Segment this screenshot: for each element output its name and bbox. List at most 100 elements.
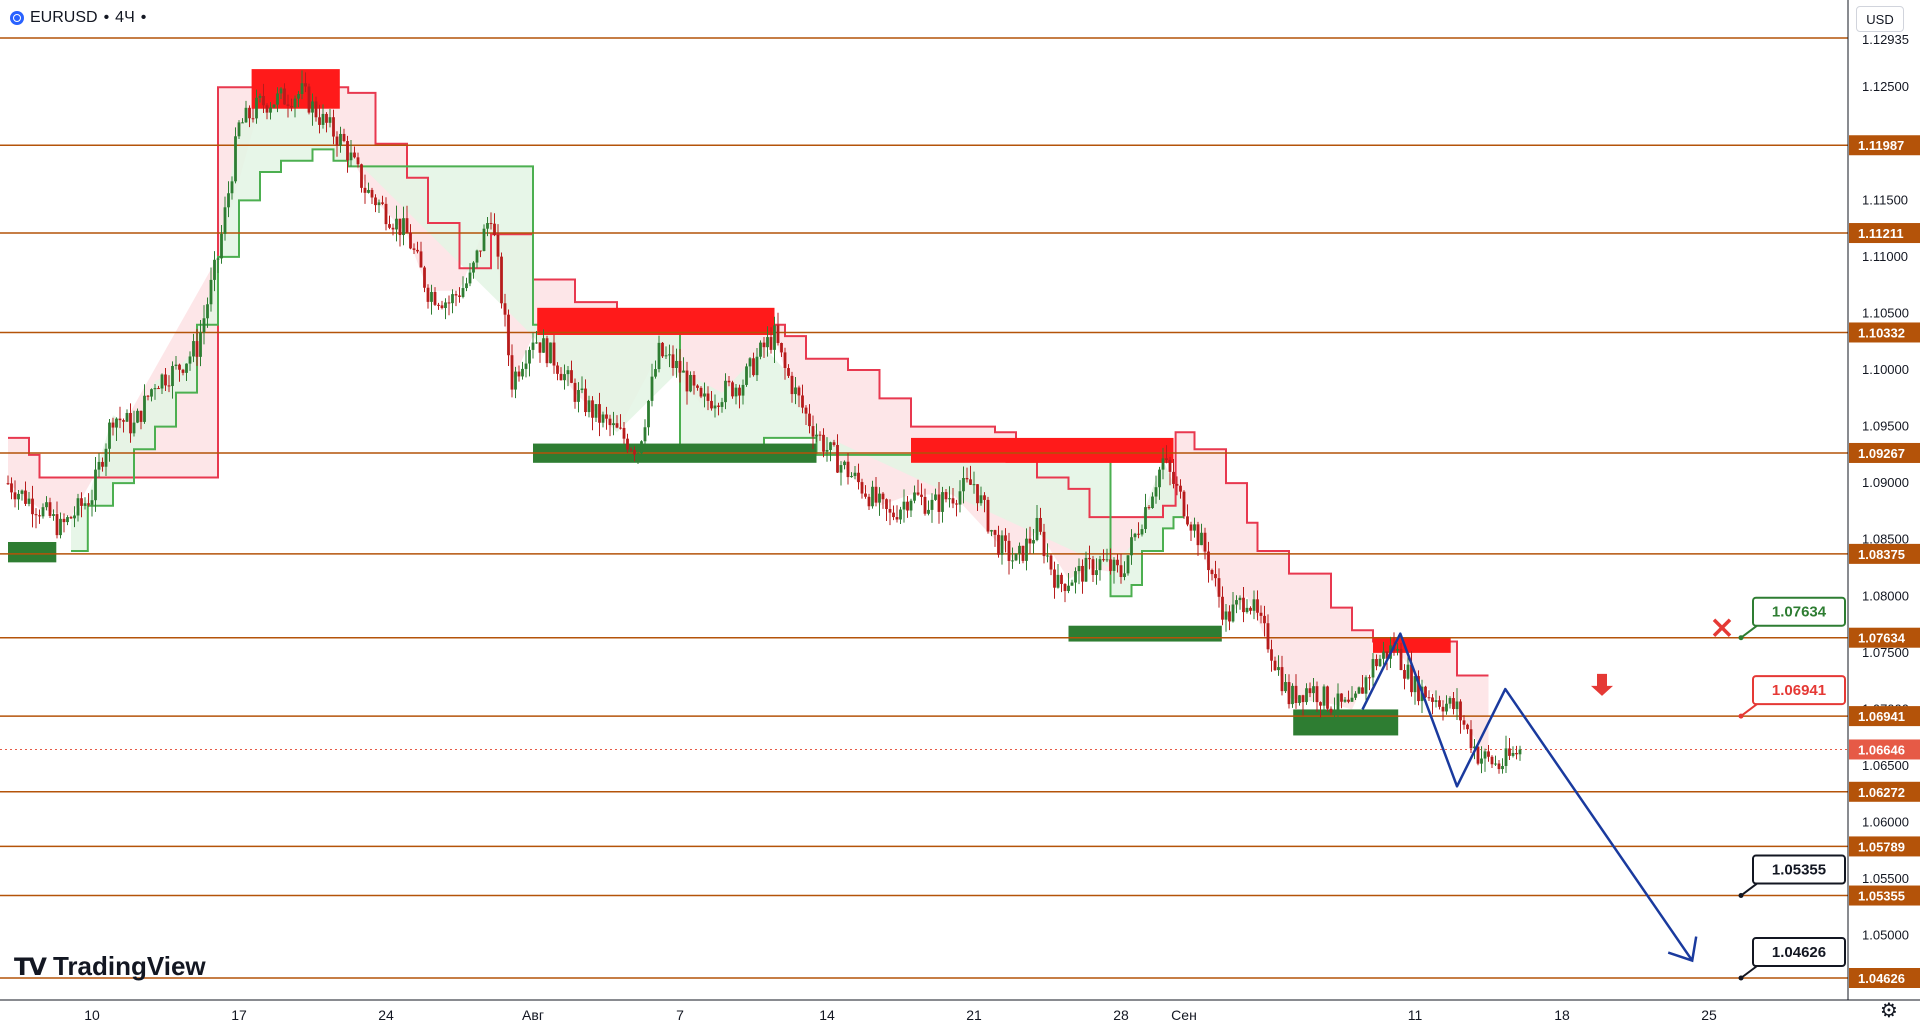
candle-body	[1168, 459, 1172, 472]
candle-body	[951, 498, 955, 504]
candle-body	[1294, 685, 1298, 703]
candle-body	[1343, 699, 1347, 702]
candle-body	[1147, 507, 1151, 509]
candle-body	[1130, 537, 1133, 556]
candle-body	[45, 502, 48, 508]
candle-body	[1186, 516, 1189, 525]
candle-body	[899, 509, 902, 520]
price-callout-box	[1752, 854, 1846, 885]
candle-body	[531, 342, 535, 350]
candle-body	[1256, 599, 1259, 613]
candle-body	[657, 342, 661, 370]
candle-body	[1074, 571, 1077, 583]
tradingview-logo: TV TradingView	[14, 951, 206, 982]
currency-button[interactable]: USD	[1856, 6, 1904, 32]
candle-body	[76, 498, 80, 516]
candle-body	[804, 407, 808, 414]
candle-body	[1347, 699, 1350, 702]
candle-body	[223, 207, 227, 234]
candle-body	[1200, 532, 1203, 546]
projection-arrowhead	[1667, 936, 1698, 963]
candle-body	[860, 482, 864, 494]
candle-body	[325, 113, 328, 123]
candle-body	[979, 495, 983, 504]
candle-body	[794, 387, 797, 395]
candle-body	[1410, 664, 1413, 693]
candle-body	[1340, 693, 1343, 702]
candle-body	[997, 534, 1000, 555]
candle-body	[1067, 585, 1070, 592]
price-tick-label: 1.11500	[1862, 192, 1908, 207]
candle-body	[118, 418, 122, 421]
price-callout-anchor	[1738, 713, 1744, 719]
candle-body	[615, 423, 619, 428]
candle-body	[384, 203, 388, 225]
candle-body	[1350, 697, 1354, 702]
candle-body	[10, 483, 13, 493]
candle-body	[178, 364, 181, 370]
time-tick-label: 25	[1701, 1007, 1717, 1023]
candle-body	[27, 498, 31, 504]
support-fill	[71, 98, 1184, 597]
projection-line	[1361, 632, 1694, 962]
candle-body	[234, 136, 237, 182]
candle-body	[773, 325, 776, 350]
candle-body	[73, 515, 76, 519]
candle-body	[923, 496, 927, 514]
candle-body	[1035, 517, 1039, 541]
candle-body	[594, 404, 598, 418]
candle-body	[1490, 756, 1494, 765]
level-price-tag	[1849, 968, 1920, 988]
candle-body	[629, 449, 633, 451]
candle-body	[17, 493, 20, 500]
candle-body	[423, 267, 426, 288]
candle-body	[1109, 559, 1112, 571]
candle-body	[1021, 545, 1025, 561]
candle-body	[710, 400, 713, 409]
candle-body	[832, 442, 836, 445]
candle-body	[437, 304, 440, 306]
candle-body	[465, 283, 468, 289]
candle-body	[391, 227, 395, 230]
candle-body	[1011, 560, 1014, 562]
candle-body	[517, 371, 521, 377]
candle-body	[783, 352, 787, 369]
candle-body	[766, 337, 769, 348]
candle-body	[311, 101, 314, 113]
candle-body	[822, 434, 825, 452]
candle-body	[535, 342, 538, 344]
candle-body	[748, 358, 752, 367]
candle-body	[1224, 611, 1228, 620]
candle-body	[1361, 687, 1364, 694]
candle-body	[717, 405, 720, 407]
current-price-tag-text: 1.06646	[1858, 742, 1905, 757]
candle-body	[1175, 483, 1179, 486]
settings-gear-icon[interactable]: ⚙	[1880, 998, 1898, 1022]
candle-body	[346, 141, 349, 161]
candle-body	[1119, 565, 1123, 578]
candle-body	[1354, 693, 1357, 698]
price-axis-bg	[1848, 0, 1920, 1032]
candle-body	[734, 387, 738, 397]
price-tick-label: 1.10000	[1862, 362, 1909, 377]
time-tick-label: 21	[966, 1007, 982, 1023]
price-callout-leader	[1740, 965, 1758, 979]
candle-body	[276, 93, 279, 105]
separator-dot: •	[103, 9, 110, 26]
symbol-header[interactable]: EURUSD • 4Ч •	[10, 9, 146, 27]
candle-body	[1196, 524, 1200, 546]
candle-body	[1378, 658, 1382, 667]
price-tick-label: 1.09500	[1862, 419, 1909, 434]
candle-body	[286, 104, 290, 106]
candle-body	[332, 117, 335, 137]
candle-body	[762, 342, 766, 348]
candle-body	[381, 202, 384, 204]
candle-body	[265, 105, 269, 113]
candle-body	[1039, 517, 1042, 532]
candle-body	[948, 498, 951, 500]
candle-body	[1007, 540, 1011, 561]
candle-body	[1210, 570, 1214, 575]
candle-body	[150, 389, 153, 397]
